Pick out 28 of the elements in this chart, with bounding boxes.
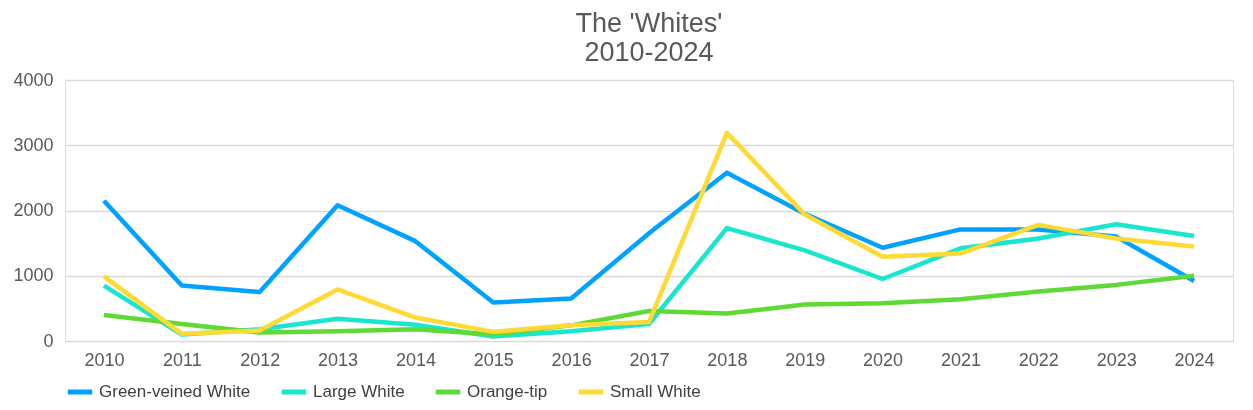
x-tick-label: 2015: [473, 349, 514, 370]
line-series: [101, 170, 1197, 305]
y-tick-label: 3000: [13, 134, 54, 155]
x-tick-label: 2016: [551, 349, 592, 370]
x-tick-label: 2020: [863, 349, 904, 370]
x-tick-label: 2010: [84, 349, 125, 370]
x-tick-label: 2022: [1018, 349, 1059, 370]
y-tick-label: 4000: [13, 69, 54, 90]
y-tick-label: 2000: [13, 200, 54, 220]
x-tick-label: 2011: [162, 349, 202, 370]
x-tick-label: 2014: [395, 349, 436, 370]
x-tick-label: 2024: [1174, 349, 1215, 370]
y-tick-label: 0: [43, 330, 54, 351]
x-tick-label: 2023: [1096, 349, 1137, 370]
x-tick-label: 2021: [940, 349, 981, 370]
x-tick-label: 2018: [707, 349, 748, 370]
text: 2010-2024: [584, 37, 714, 67]
legend-label: Small White: [610, 382, 701, 401]
text: The 'Whites': [575, 8, 723, 38]
legend-label: Green-veined White: [99, 382, 251, 401]
legend-label: Orange-tip: [467, 382, 548, 401]
x-tick-label: 2013: [318, 349, 359, 370]
legend-label: Large White: [313, 382, 405, 401]
x-tick-label: 2019: [785, 349, 826, 370]
line-series: [101, 130, 1197, 337]
y-tick-label: 1000: [13, 265, 54, 286]
x-tick-label: 2012: [240, 349, 281, 370]
x-tick-label: 2017: [629, 349, 670, 370]
